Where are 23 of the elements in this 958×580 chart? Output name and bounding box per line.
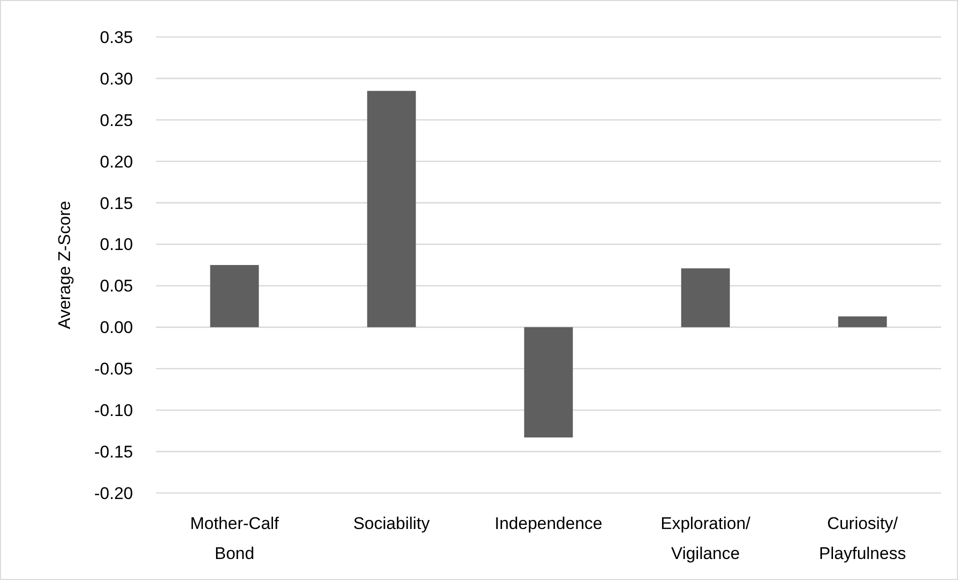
bar [210, 265, 259, 328]
bar [681, 268, 730, 328]
y-tick-label: 0.05 [100, 276, 133, 296]
bar [524, 327, 573, 438]
x-tick-label: Mother-Calf Bond [190, 514, 280, 563]
y-axis-title: Average Z-Score [55, 200, 74, 330]
y-tick-label: -0.10 [94, 401, 133, 420]
y-tick-label: -0.20 [94, 484, 133, 503]
y-tick-label: 0.30 [100, 69, 133, 88]
x-tick-label: Sociability [353, 514, 430, 533]
y-tick-label: 0.35 [100, 28, 133, 47]
x-tick-label: Exploration/ Vigilance [660, 514, 751, 563]
bar [367, 90, 416, 328]
bar [838, 316, 887, 328]
y-tick-label: -0.05 [94, 360, 133, 379]
y-tick-label: 0.25 [100, 110, 133, 130]
y-tick-label: 0.20 [100, 152, 133, 172]
y-tick-label: 0.00 [100, 318, 133, 338]
x-tick-label: Curiosity/ Playfulness [819, 514, 906, 563]
x-tick-label: Independence [494, 514, 602, 533]
y-tick-label: 0.15 [100, 194, 133, 213]
y-tick-label: -0.15 [94, 442, 133, 462]
y-tick-label: 0.10 [100, 235, 133, 254]
